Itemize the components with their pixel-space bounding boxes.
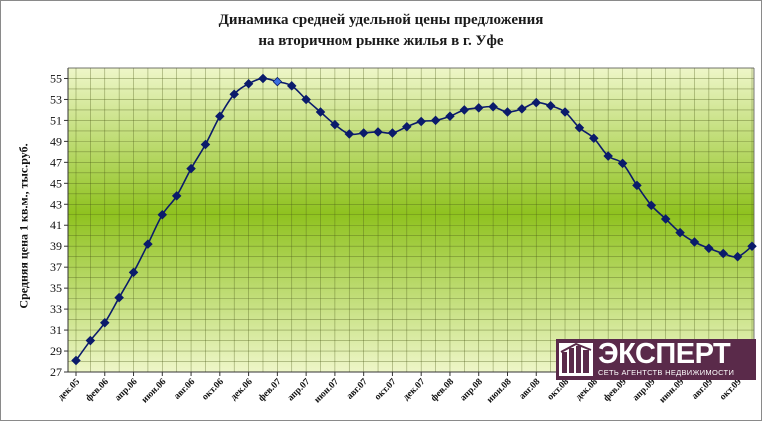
- y-tick-label: 51: [50, 113, 62, 127]
- x-tick-label: окт.07: [373, 377, 399, 403]
- data-marker: [747, 241, 757, 251]
- data-markers: [71, 73, 757, 366]
- plot-area: [68, 68, 754, 372]
- data-marker: [157, 209, 168, 220]
- data-marker: [344, 129, 355, 139]
- data-marker: [243, 78, 254, 89]
- data-marker: [718, 248, 728, 259]
- data-marker: [186, 163, 196, 174]
- data-marker: [689, 237, 700, 247]
- data-marker: [445, 111, 455, 121]
- data-marker: [574, 122, 585, 133]
- data-marker: [100, 317, 110, 328]
- x-tick-label: фев.07: [256, 376, 284, 404]
- data-marker: [704, 243, 714, 254]
- y-tick-label: 29: [50, 344, 62, 358]
- x-tick-label: дек.08: [574, 377, 600, 403]
- logo-subtitle: СЕТЬ АГЕНТСТВ НЕДВИЖИМОСТИ: [598, 368, 735, 377]
- y-tick-label: 31: [50, 323, 62, 337]
- logo-wordmark: ЭКСПЕРТ: [598, 338, 731, 370]
- data-marker: [128, 267, 139, 278]
- data-marker: [215, 111, 225, 121]
- data-marker: [330, 119, 340, 130]
- x-tick-label: июн.07: [313, 377, 342, 406]
- x-tick-label: июн.09: [658, 377, 687, 406]
- data-marker: [502, 107, 513, 117]
- data-marker: [517, 104, 527, 114]
- data-marker: [171, 191, 182, 201]
- y-tick-label: 53: [50, 92, 62, 106]
- data-marker-highlighted: [272, 76, 283, 87]
- x-tick-label: апр.09: [631, 377, 658, 404]
- x-tick-label: авг.07: [345, 377, 370, 402]
- data-marker: [229, 89, 239, 99]
- y-tick-label: 27: [50, 365, 62, 379]
- data-marker: [473, 103, 484, 113]
- logo: ЭКСПЕРТ СЕТЬ АГЕНТСТВ НЕДВИЖИМОСТИ: [556, 339, 756, 380]
- data-marker: [603, 151, 613, 161]
- data-marker: [589, 133, 599, 143]
- data-marker: [459, 105, 470, 115]
- data-marker: [85, 335, 96, 346]
- y-tick-labels: 27 29 31 33 35 37 39 41 43 45 47 49 51 53 55: [50, 71, 68, 379]
- x-tick-label: июн.08: [485, 377, 514, 406]
- data-marker: [301, 94, 311, 105]
- y-tick-label: 41: [50, 218, 62, 232]
- y-tick-label: 47: [50, 155, 62, 169]
- x-tick-label: авг.08: [518, 377, 543, 402]
- x-tick-label: дек.06: [229, 377, 255, 403]
- data-marker: [675, 227, 685, 238]
- x-tick-label: окт.09: [718, 377, 744, 403]
- x-tick-label: окт.06: [200, 377, 226, 403]
- x-tick-label: апр.07: [286, 377, 313, 404]
- data-marker: [315, 107, 326, 117]
- y-tick-label: 33: [50, 302, 62, 316]
- y-tick-label: 49: [50, 134, 62, 148]
- y-tick-label: 35: [50, 281, 62, 295]
- chart-title: Динамика средней удельной цены предложен…: [0, 10, 762, 52]
- data-marker: [387, 128, 398, 138]
- y-tick-label: 43: [50, 197, 62, 211]
- x-tick-label: окт.08: [546, 377, 572, 403]
- x-tick-label: авг.09: [690, 377, 715, 402]
- data-marker: [617, 158, 628, 169]
- x-tick-label: июн.06: [140, 377, 169, 406]
- x-tick-label: дек.05: [56, 377, 82, 403]
- data-marker: [545, 100, 556, 111]
- data-marker: [732, 251, 743, 262]
- x-tick-label: фев.06: [83, 376, 111, 404]
- x-tick-label: дек.07: [402, 377, 428, 403]
- chart-title-line-1: Динамика средней удельной цены предложен…: [218, 12, 544, 28]
- x-tick-label: фев.09: [601, 376, 629, 404]
- building-logo-icon: [559, 343, 593, 376]
- data-marker: [560, 107, 570, 117]
- data-marker: [143, 239, 153, 249]
- y-tick-label: 39: [50, 239, 62, 253]
- data-marker: [416, 116, 426, 127]
- data-marker: [430, 115, 441, 126]
- data-marker: [71, 355, 81, 366]
- data-marker: [114, 292, 124, 303]
- x-tick-label: фев.08: [429, 376, 457, 404]
- data-marker: [646, 200, 657, 211]
- data-marker: [286, 81, 297, 91]
- data-marker: [358, 128, 369, 138]
- chart-title-line-2: на вторичном рынке жилья в г. Уфе: [258, 33, 504, 49]
- data-marker: [632, 180, 642, 191]
- data-marker: [531, 97, 542, 108]
- x-tick-label: апр.06: [113, 377, 140, 404]
- x-tick-label: апр.08: [458, 377, 485, 404]
- data-marker: [258, 73, 268, 84]
- data-marker: [200, 139, 211, 150]
- data-marker: [373, 127, 383, 137]
- data-marker: [488, 102, 498, 112]
- x-tick-label: авг.06: [172, 377, 197, 402]
- y-tick-label: 45: [50, 176, 62, 190]
- y-tick-label: 37: [50, 260, 62, 274]
- data-marker: [402, 121, 412, 132]
- y-tick-label: 55: [50, 71, 62, 85]
- data-marker: [660, 214, 671, 224]
